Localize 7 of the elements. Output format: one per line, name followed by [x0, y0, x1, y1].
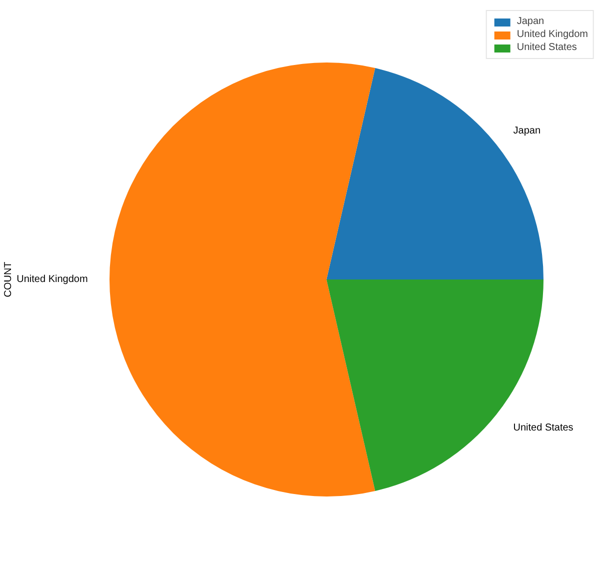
text: COUNT — [3, 262, 14, 298]
legend-label: United Kingdom — [516, 29, 588, 40]
slice-label: Japan — [513, 125, 541, 136]
legend-label: United States — [516, 42, 577, 53]
slice-label: United States — [513, 422, 574, 434]
legend-label: Japan — [516, 16, 544, 27]
slice-label: United Kingdom — [16, 274, 88, 285]
